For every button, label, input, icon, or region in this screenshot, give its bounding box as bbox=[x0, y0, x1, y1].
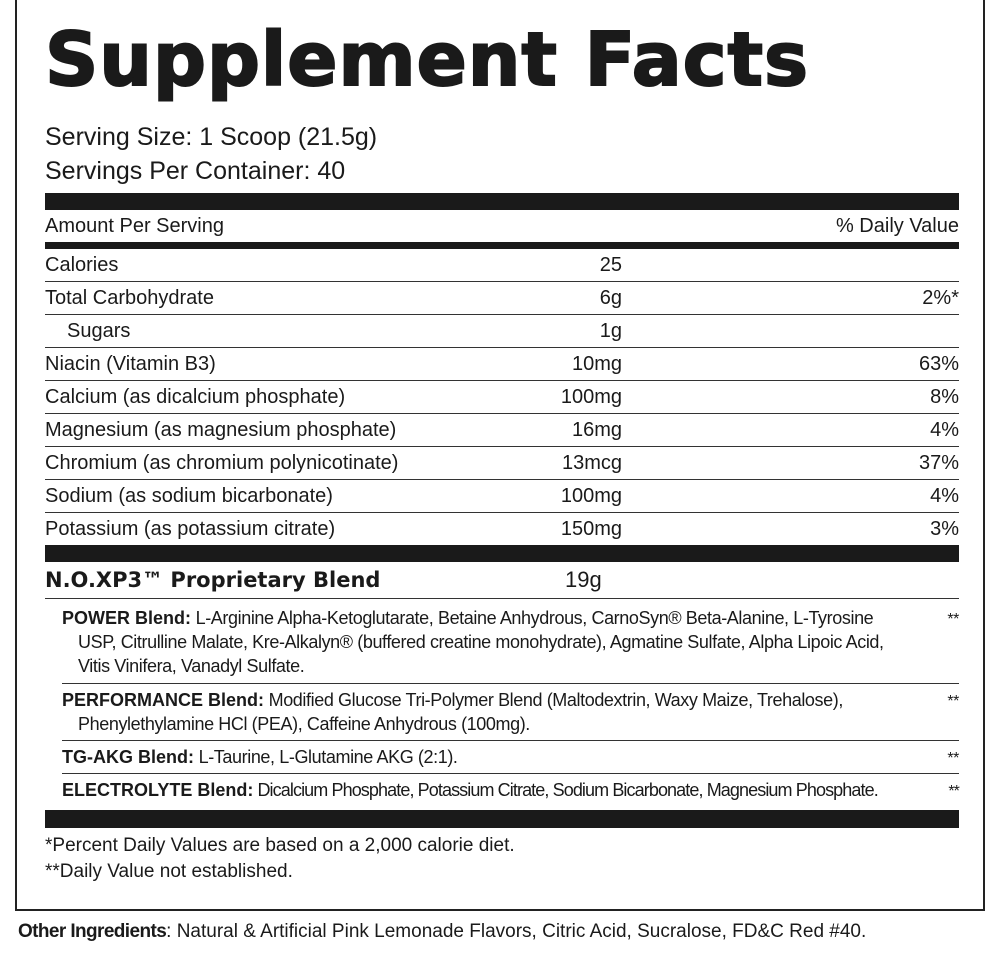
panel-title: Supplement Facts bbox=[44, 16, 810, 104]
nutrient-daily-value: 63% bbox=[918, 353, 959, 375]
nutrient-name: Niacin (Vitamin B3) bbox=[45, 353, 216, 375]
nutrient-amount: 10mg bbox=[571, 353, 622, 375]
nutrient-daily-value: 4% bbox=[930, 419, 959, 441]
nutrient-daily-value: 2%* bbox=[922, 287, 959, 309]
nutrient-name: Calories bbox=[45, 254, 119, 276]
other-ingredients-text: : Natural & Artificial Pink Lemonade Fla… bbox=[166, 921, 867, 942]
table-header: Amount Per Serving % Daily Value bbox=[45, 212, 959, 240]
nutrient-amount: 1g bbox=[599, 320, 622, 342]
nutrient-daily-value: 4% bbox=[930, 485, 959, 507]
divider-bar bbox=[45, 242, 959, 249]
serving-size: Serving Size: 1 Scoop (21.5g) bbox=[45, 123, 378, 151]
amount-per-serving-label: Amount Per Serving bbox=[45, 215, 224, 237]
nutrient-row: Magnesium (as magnesium phosphate) 16mg 4% bbox=[45, 414, 959, 447]
nutrient-row: Total Carbohydrate 6g 2%* bbox=[45, 282, 959, 315]
nutrient-row: Niacin (Vitamin B3) 10mg 63% bbox=[45, 348, 959, 381]
proprietary-blend-name: N.O.XP3™ Proprietary Blend bbox=[45, 568, 381, 592]
blend-daily-value: ** bbox=[947, 693, 959, 710]
blend-row: PERFORMANCE Blend: Modified Glucose Tri-… bbox=[62, 684, 959, 741]
blend-row: ELECTROLYTE Blend: Dicalcium Phosphate, … bbox=[62, 774, 960, 808]
footnote-not-established: **Daily Value not established. bbox=[45, 861, 293, 882]
nutrient-row: Chromium (as chromium polynicotinate) 13m… bbox=[45, 447, 959, 480]
nutrient-row: Calcium (as dicalcium phosphate) 100mg 8% bbox=[45, 381, 959, 414]
nutrient-name: Total Carbohydrate bbox=[45, 287, 214, 309]
other-ingredients: Other Ingredients: Natural & Artificial … bbox=[18, 919, 866, 945]
blend-ingredients: L-Taurine, L-Glutamine AKG (2:1). bbox=[194, 747, 458, 767]
nutrient-row: Potassium (as potassium citrate) 150mg 3% bbox=[45, 513, 959, 546]
nutrient-amount: 16mg bbox=[571, 419, 622, 441]
nutrient-name: Magnesium (as magnesium phosphate) bbox=[45, 419, 397, 441]
blend-label: ELECTROLYTE Blend: bbox=[62, 780, 254, 800]
nutrient-row: Sugars 1g bbox=[45, 315, 959, 348]
blend-daily-value: ** bbox=[947, 750, 959, 767]
footnote-dv: *Percent Daily Values are based on a 2,0… bbox=[45, 835, 515, 856]
divider-bar bbox=[45, 193, 959, 210]
nutrient-name: Sugars bbox=[67, 320, 131, 342]
daily-value-label: % Daily Value bbox=[835, 215, 959, 237]
divider-bar bbox=[45, 810, 959, 828]
blend-daily-value: ** bbox=[947, 611, 959, 628]
proprietary-blend-row: N.O.XP3™ Proprietary Blend 19g bbox=[45, 564, 959, 599]
nutrient-row: Sodium (as sodium bicarbonate) 100mg 4% bbox=[45, 480, 959, 513]
nutrient-name: Potassium (as potassium citrate) bbox=[45, 518, 336, 540]
nutrient-name: Chromium (as chromium polynicotinate) bbox=[45, 452, 399, 474]
nutrient-amount: 6g bbox=[599, 287, 622, 309]
divider-bar bbox=[45, 545, 959, 562]
blend-ingredients: Dicalcium Phosphate, Potassium Citrate, … bbox=[253, 780, 878, 800]
nutrient-amount: 100mg bbox=[560, 386, 622, 408]
supplement-facts-panel: Supplement Facts Serving Size: 1 Scoop (… bbox=[15, 0, 985, 911]
nutrient-amount: 25 bbox=[599, 254, 622, 276]
blend-label: TG-AKG Blend: bbox=[62, 747, 194, 767]
nutrient-name: Sodium (as sodium bicarbonate) bbox=[45, 485, 333, 507]
nutrient-daily-value: 8% bbox=[930, 386, 959, 408]
blend-label: POWER Blend: bbox=[62, 608, 191, 628]
blend-label: PERFORMANCE Blend: bbox=[62, 690, 264, 710]
blend-daily-value: ** bbox=[948, 783, 960, 800]
servings-per-container: Servings Per Container: 40 bbox=[45, 157, 346, 185]
nutrient-amount: 100mg bbox=[560, 485, 622, 507]
blend-ingredients: L-Arginine Alpha-Ketoglutarate, Betaine … bbox=[78, 608, 884, 676]
nutrient-daily-value: 3% bbox=[930, 518, 959, 540]
blend-ingredients: Modified Glucose Tri-Polymer Blend (Malt… bbox=[78, 690, 843, 734]
proprietary-blend-amount: 19g bbox=[565, 567, 602, 592]
nutrient-name: Calcium (as dicalcium phosphate) bbox=[45, 386, 346, 408]
blend-row: TG-AKG Blend: L-Taurine, L-Glutamine AKG… bbox=[62, 741, 959, 774]
nutrient-daily-value: 37% bbox=[918, 452, 959, 474]
blend-row: POWER Blend: L-Arginine Alpha-Ketoglutar… bbox=[62, 602, 959, 684]
nutrient-row: Calories 25 bbox=[45, 249, 959, 282]
other-ingredients-label: Other Ingredients bbox=[18, 921, 167, 942]
nutrient-amount: 150mg bbox=[560, 518, 622, 540]
nutrient-amount: 13mcg bbox=[561, 452, 622, 474]
